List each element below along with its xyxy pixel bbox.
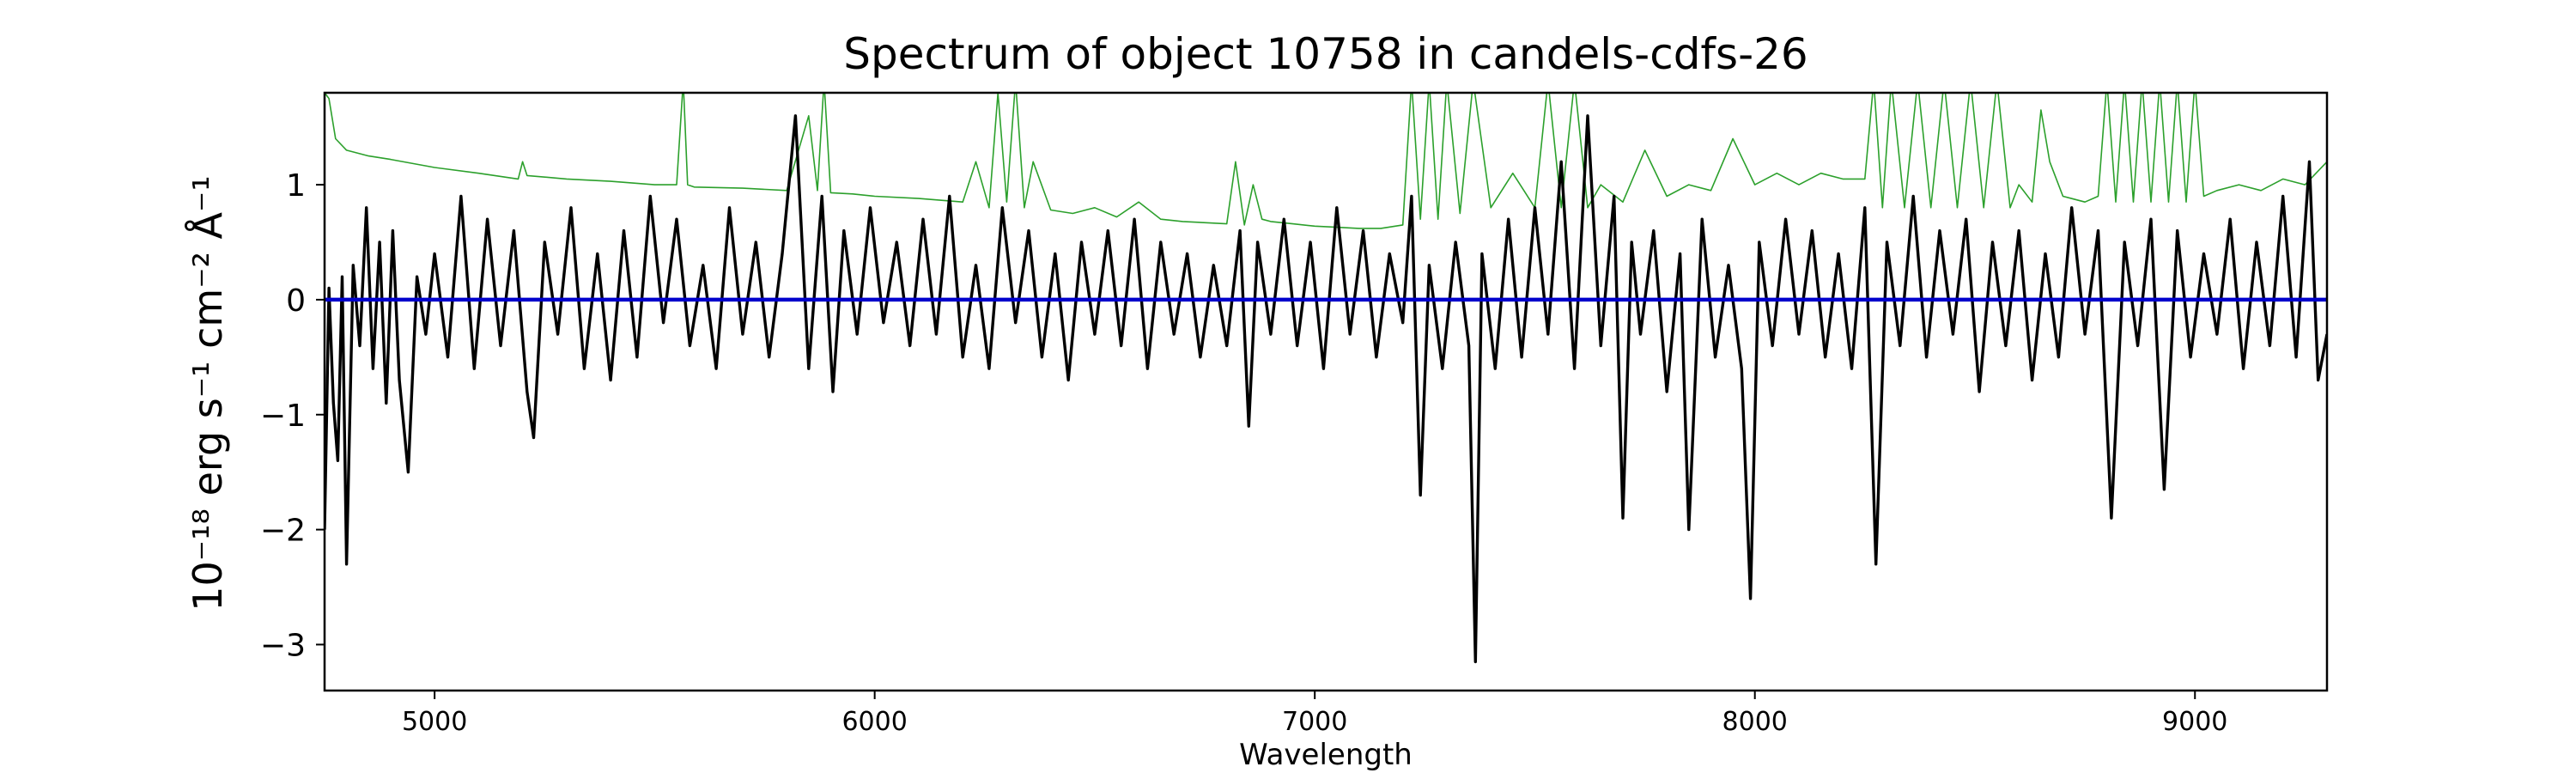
- x-tick-label: 8000: [1722, 707, 1788, 737]
- plot-frame: [323, 91, 2329, 692]
- x-tick-label: 9000: [2162, 707, 2227, 737]
- chart-title: Spectrum of object 10758 in candels-cdfs…: [843, 29, 1808, 79]
- x-tick-label: 6000: [841, 707, 907, 737]
- y-tick-label: 0: [286, 283, 306, 319]
- y-tick-label: −2: [260, 514, 306, 549]
- y-tick-label: 1: [286, 168, 306, 204]
- y-tick-label: −3: [260, 628, 306, 663]
- y-tick-label: −1: [260, 399, 306, 434]
- flux-series-line: [325, 114, 2327, 664]
- axis-ticks: 5000 6000 7000 8000 9000 −3 −2 −1 0 1: [260, 168, 2227, 737]
- error-series-line: [325, 93, 2327, 229]
- x-tick-label: 5000: [402, 707, 467, 737]
- x-axis-label: Wavelength: [1239, 738, 1413, 772]
- y-axis-label: 10⁻¹⁸ erg s⁻¹ cm⁻² Å⁻¹: [185, 175, 231, 611]
- plot-area: [325, 93, 2327, 664]
- x-tick-label: 7000: [1282, 707, 1347, 737]
